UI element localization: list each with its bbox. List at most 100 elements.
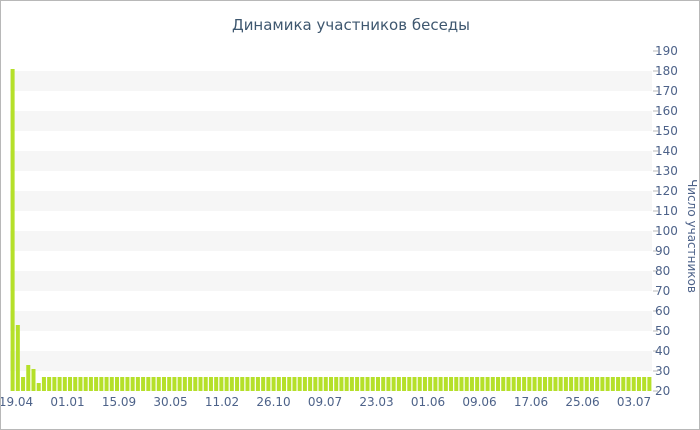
bar <box>365 377 370 391</box>
bar <box>459 377 464 391</box>
y-tick-label: 70 <box>655 284 670 298</box>
bar <box>250 377 255 391</box>
bar <box>548 377 553 391</box>
bar <box>579 377 584 391</box>
bar <box>438 377 443 391</box>
bar <box>464 377 469 391</box>
bar <box>344 377 349 391</box>
y-tick-label: 130 <box>655 164 678 178</box>
bar <box>375 377 380 391</box>
bar <box>21 377 26 391</box>
bar <box>172 377 177 391</box>
bar <box>266 377 271 391</box>
bar <box>522 377 527 391</box>
bar <box>198 377 203 391</box>
bar <box>433 377 438 391</box>
bar <box>188 377 193 391</box>
bar <box>203 377 208 391</box>
y-tick-label: 170 <box>655 84 678 98</box>
x-tick-label: 23.03 <box>359 395 393 409</box>
bar <box>553 377 558 391</box>
grid-band <box>10 231 652 251</box>
bar <box>595 377 600 391</box>
bar <box>41 377 46 391</box>
x-tick-label: 19.04 <box>1 395 33 409</box>
x-tick-label: 01.01 <box>50 395 84 409</box>
bar <box>141 377 146 391</box>
bar <box>282 377 287 391</box>
bar <box>26 365 31 391</box>
bar <box>125 377 130 391</box>
bar <box>99 377 104 391</box>
bar <box>574 377 579 391</box>
y-axis-label: Число участников <box>685 179 699 293</box>
bar <box>443 377 448 391</box>
grid-bands <box>10 71 652 371</box>
bar <box>402 377 407 391</box>
bar <box>537 377 542 391</box>
bar <box>386 377 391 391</box>
bar <box>114 377 120 391</box>
grid-band <box>10 311 652 331</box>
bar <box>245 377 250 391</box>
bar <box>616 377 621 391</box>
bar <box>271 377 276 391</box>
bar <box>146 377 151 391</box>
bar <box>339 377 344 391</box>
y-tick-label: 60 <box>655 304 670 318</box>
bar <box>88 377 93 391</box>
bar <box>292 377 297 391</box>
bar <box>31 369 36 391</box>
bar <box>120 377 125 391</box>
bar <box>334 377 339 391</box>
chart-title: Динамика участников беседы <box>232 16 470 34</box>
bar <box>57 377 62 391</box>
bar <box>532 377 537 391</box>
bar <box>412 377 417 391</box>
bar <box>636 377 641 391</box>
x-tick-label: 30.05 <box>153 395 187 409</box>
bar <box>15 325 20 391</box>
bar <box>261 377 266 391</box>
bar <box>156 377 161 391</box>
bar <box>193 377 198 391</box>
y-tick-label: 90 <box>655 244 670 258</box>
bar <box>52 377 57 391</box>
bar <box>589 377 594 391</box>
y-tick-label: 120 <box>655 184 678 198</box>
bar <box>224 377 229 391</box>
grid-band <box>10 351 652 371</box>
bar <box>109 377 114 391</box>
bar <box>302 377 307 391</box>
bars-group <box>10 69 652 391</box>
y-tick-label: 110 <box>655 204 678 218</box>
bar <box>229 377 234 391</box>
grid-band <box>10 151 652 171</box>
bar <box>214 377 219 391</box>
x-tick-label: 26.10 <box>256 395 290 409</box>
bar <box>73 377 78 391</box>
bar <box>308 377 313 391</box>
bar <box>490 377 495 391</box>
bar <box>47 377 52 391</box>
bar <box>631 377 636 391</box>
bar <box>626 377 631 391</box>
y-axis-ticks: 20 30 40 50 60 70 80 90 100 110 120 130 140 150 160 170… <box>653 44 678 398</box>
bar <box>104 377 109 391</box>
bar <box>584 377 589 391</box>
bar <box>240 377 245 391</box>
bar <box>62 377 67 391</box>
x-tick-label: 15.09 <box>102 395 136 409</box>
bar <box>501 377 506 391</box>
bar <box>516 377 521 391</box>
bar <box>36 383 41 391</box>
bar <box>349 377 354 391</box>
grid-band <box>10 111 652 131</box>
y-tick-label: 190 <box>655 44 678 58</box>
bar <box>605 377 610 391</box>
bar <box>417 377 422 391</box>
bar <box>485 377 490 391</box>
y-tick-label: 160 <box>655 104 678 118</box>
